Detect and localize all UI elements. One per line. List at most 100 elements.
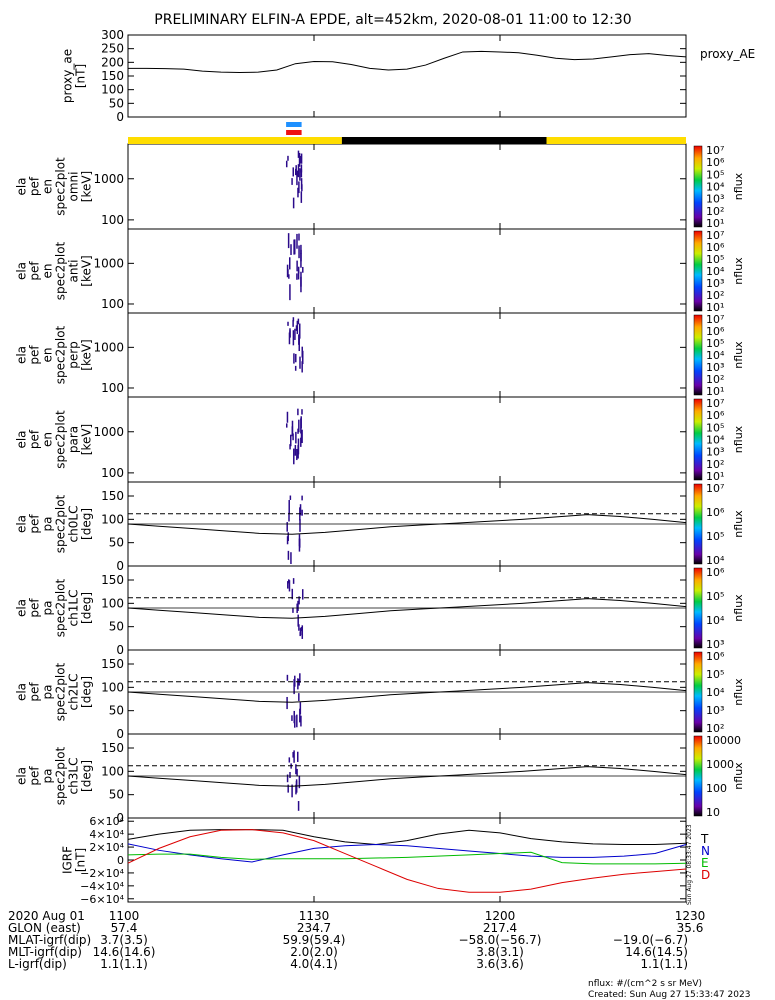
y-tick-label: 250	[101, 42, 124, 56]
panel-ch1LC: 0 50 100 150 ela pef pa spec2plot ch1LC [deg] 10³ 1…	[15, 565, 745, 657]
spectrogram	[287, 317, 304, 373]
y-label: spec2plot	[54, 494, 68, 553]
y-label: pef	[28, 766, 42, 786]
x-row-value: 2.0(2.0)	[290, 945, 338, 959]
colorbar-title: nflux	[732, 594, 745, 622]
y-label: [keV]	[80, 339, 94, 370]
y-label: ela	[15, 346, 29, 364]
y-tick-label: 200	[101, 55, 124, 69]
igrf-line-E	[127, 851, 687, 865]
colorbar-title: nflux	[732, 341, 745, 369]
x-row-value: 1.1(1.1)	[100, 957, 148, 971]
y-label: ela	[15, 262, 29, 280]
colorbar-label: 10⁷	[706, 482, 724, 495]
x-row-label: 2020 Aug 01	[8, 909, 85, 923]
colorbar	[693, 651, 703, 733]
y-label: spec2plot	[54, 325, 68, 384]
y-tick-label: 0	[116, 727, 124, 741]
y-label: en	[41, 264, 55, 279]
y-label: ela	[15, 683, 29, 701]
colorbar-label: 10⁴	[706, 686, 725, 699]
y-label: [nT]	[74, 64, 88, 88]
x-row-value: 1.1(1.1)	[640, 957, 688, 971]
x-row-value: 1200	[485, 909, 516, 923]
eclipse-bar	[341, 137, 547, 144]
colorbar-label: 10²	[706, 289, 724, 302]
spectrogram	[286, 495, 303, 564]
panel-ch2LC: 0 50 100 150 ela pef pa spec2plot ch2LC [deg] 10² 1…	[15, 649, 745, 741]
colorbar-label: 10⁵	[706, 168, 724, 181]
colorbar	[693, 230, 703, 312]
panel-frame	[127, 143, 687, 230]
x-row-value: 57.4	[111, 921, 138, 935]
y-label: IGRF	[61, 846, 75, 874]
y-label: pef	[28, 429, 42, 449]
y-tick-label: 100	[101, 213, 124, 227]
panel-frame	[127, 34, 687, 118]
x-row-value: 1130	[299, 909, 330, 923]
y-tick-label: 1000	[93, 425, 124, 439]
y-tick-label: 0	[116, 643, 124, 657]
colorbar-label: 100	[706, 782, 727, 795]
y-tick-label: 100	[101, 764, 124, 778]
y-label: pef	[28, 682, 42, 702]
y-label: ela	[15, 430, 29, 448]
colorbar-label: 10⁶	[706, 650, 725, 663]
colorbar-label: 10⁷	[706, 397, 724, 410]
y-tick-label: 1000	[93, 340, 124, 354]
y-label: pef	[28, 176, 42, 196]
y-label: ela	[15, 515, 29, 533]
side-note: Sun Aug 27 08:33:47 2023	[686, 824, 693, 905]
colorbar-label: 10⁶	[706, 409, 725, 422]
colorbar-label: 10⁶	[706, 156, 725, 169]
y-tick-label: −6×10⁴	[80, 893, 124, 906]
y-label: ch3LC	[67, 758, 81, 795]
loss-cone-solid	[127, 682, 687, 703]
figure-title: PRELIMINARY ELFIN-A EPDE, alt=452km, 202…	[154, 12, 631, 28]
colorbar-label: 10⁷	[706, 144, 724, 157]
x-row-value: 1230	[675, 909, 706, 923]
footer-units: nflux: #/(cm^2 s sr MeV)	[588, 979, 702, 989]
y-label: ela	[15, 767, 29, 785]
y-label: [deg]	[80, 592, 94, 624]
colorbar-label: 10⁵	[706, 253, 724, 266]
proxy-ae-legend: proxy_AE	[700, 47, 755, 61]
x-row-label: L-igrf(dip)	[8, 957, 67, 971]
colorbar-label: 10⁶	[706, 241, 725, 254]
colorbar-label: 10³	[706, 446, 724, 459]
colorbar-label: 10³	[706, 193, 724, 206]
y-tick-label: 50	[109, 704, 124, 718]
y-label: spec2plot	[54, 241, 68, 300]
y-label: spec2plot	[54, 578, 68, 637]
colorbar-title: nflux	[732, 172, 745, 200]
panel-frame	[127, 817, 687, 903]
igrf-line-N	[127, 843, 687, 863]
colorbar	[693, 314, 703, 396]
sunlit-bar	[546, 137, 686, 144]
y-label: en	[41, 432, 55, 447]
y-tick-label: 1000	[93, 172, 124, 186]
colorbar-label: 10⁴	[706, 181, 725, 194]
y-tick-label: 0	[117, 854, 124, 867]
y-tick-label: 50	[109, 536, 124, 550]
y-label: ch0LC	[67, 506, 81, 543]
y-label: spec2plot	[54, 746, 68, 805]
x-row-value: 3.7(3.5)	[100, 933, 148, 947]
colorbar-label: 10⁵	[706, 668, 724, 681]
y-label: perp	[67, 341, 81, 369]
y-tick-label: 1000	[93, 256, 124, 270]
y-tick-label: 100	[101, 381, 124, 395]
colorbar-label: 10¹	[706, 217, 724, 230]
y-tick-label: 0	[116, 811, 124, 825]
colorbar-label: 10²	[706, 458, 724, 471]
y-label: [deg]	[80, 508, 94, 540]
x-row-value: 217.4	[483, 921, 517, 935]
y-tick-label: 100	[101, 596, 124, 610]
y-tick-label: 6×10⁴	[89, 815, 124, 828]
y-tick-label: 100	[101, 466, 124, 480]
